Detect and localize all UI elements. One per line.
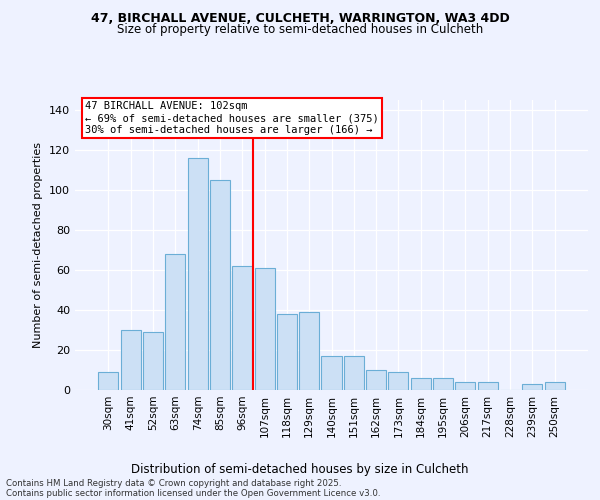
Bar xyxy=(299,312,319,390)
Bar xyxy=(366,370,386,390)
Bar xyxy=(344,356,364,390)
Bar xyxy=(98,372,118,390)
Bar xyxy=(165,254,185,390)
Bar xyxy=(478,382,498,390)
Bar xyxy=(411,378,431,390)
Bar xyxy=(210,180,230,390)
Bar xyxy=(188,158,208,390)
Text: Contains HM Land Registry data © Crown copyright and database right 2025.: Contains HM Land Registry data © Crown c… xyxy=(6,479,341,488)
Bar xyxy=(277,314,297,390)
Bar xyxy=(522,384,542,390)
Text: 47 BIRCHALL AVENUE: 102sqm
← 69% of semi-detached houses are smaller (375)
30% o: 47 BIRCHALL AVENUE: 102sqm ← 69% of semi… xyxy=(85,102,379,134)
Text: Contains public sector information licensed under the Open Government Licence v3: Contains public sector information licen… xyxy=(6,489,380,498)
Bar xyxy=(433,378,453,390)
Bar xyxy=(545,382,565,390)
Text: Distribution of semi-detached houses by size in Culcheth: Distribution of semi-detached houses by … xyxy=(131,462,469,475)
Bar xyxy=(254,268,275,390)
Bar xyxy=(232,266,252,390)
Bar xyxy=(143,332,163,390)
Y-axis label: Number of semi-detached properties: Number of semi-detached properties xyxy=(34,142,43,348)
Text: 47, BIRCHALL AVENUE, CULCHETH, WARRINGTON, WA3 4DD: 47, BIRCHALL AVENUE, CULCHETH, WARRINGTO… xyxy=(91,12,509,26)
Text: Size of property relative to semi-detached houses in Culcheth: Size of property relative to semi-detach… xyxy=(117,22,483,36)
Bar xyxy=(388,372,409,390)
Bar xyxy=(455,382,475,390)
Bar xyxy=(322,356,341,390)
Bar xyxy=(121,330,141,390)
